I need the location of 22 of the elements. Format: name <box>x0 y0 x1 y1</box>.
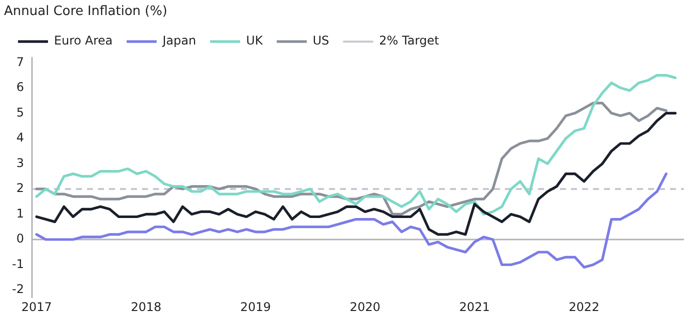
y-tick-label: -1 <box>12 256 24 271</box>
y-tick-label: 4 <box>16 130 24 145</box>
y-tick-label: 0 <box>16 232 24 246</box>
legend-label: Euro Area <box>54 34 113 48</box>
legend-label: US <box>312 34 330 48</box>
x-tick-label: 2019 <box>240 300 271 314</box>
y-tick-label: 6 <box>16 80 24 94</box>
y-tick-label: -2 <box>12 282 24 296</box>
x-tick-label: 2018 <box>130 300 162 314</box>
x-tick-label: 2017 <box>21 300 52 314</box>
y-tick-label: 3 <box>16 156 24 170</box>
chart-title: Annual Core Inflation (%) <box>4 4 168 20</box>
y-tick-label: 5 <box>16 105 24 120</box>
y-tick-label: 7 <box>16 54 24 69</box>
x-tick-label: 2022 <box>568 300 600 314</box>
x-tick-label: 2021 <box>459 300 490 314</box>
legend-label: 2% Target <box>379 34 440 48</box>
legend-label: Japan <box>162 34 196 48</box>
y-tick-label: 2 <box>16 181 24 196</box>
y-tick-label: 1 <box>16 206 24 220</box>
x-tick-label: 2020 <box>350 300 380 314</box>
legend-label: UK <box>246 34 264 48</box>
